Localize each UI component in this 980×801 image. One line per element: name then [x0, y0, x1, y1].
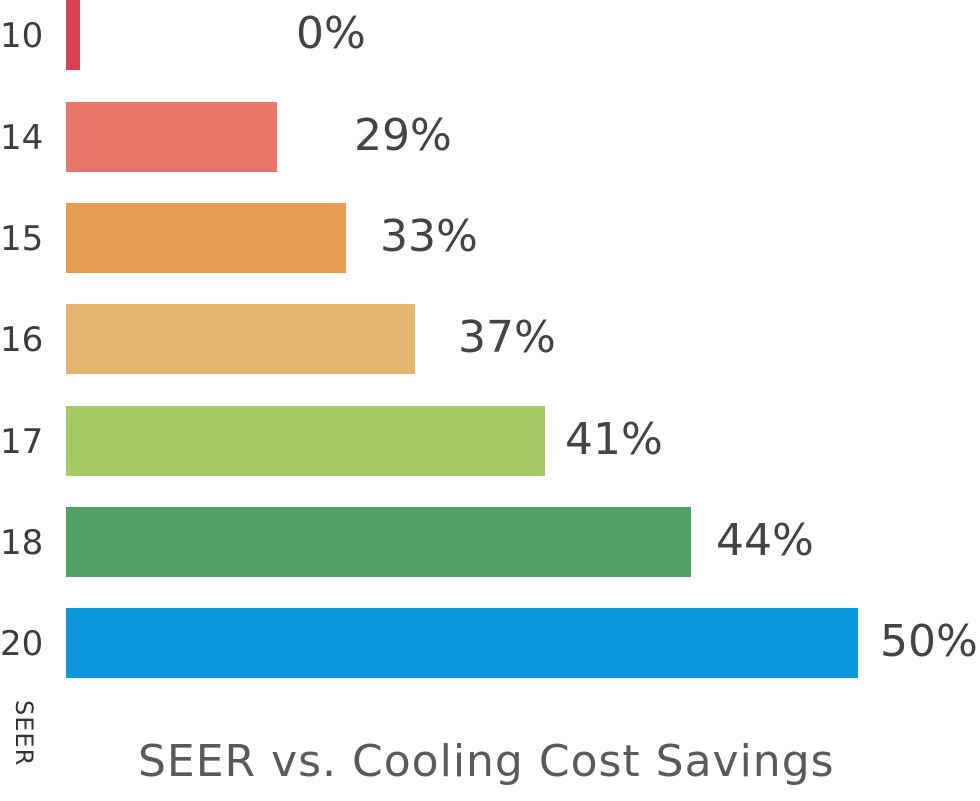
bar-seer-15 — [66, 203, 346, 273]
bar-seer-10 — [66, 0, 80, 70]
tick-label-18: 18 — [0, 523, 44, 563]
bar-seer-20 — [66, 608, 858, 678]
tick-label-16: 16 — [0, 320, 44, 360]
chart-title: SEER vs. Cooling Cost Savings — [138, 736, 835, 787]
tick-label-14: 14 — [0, 118, 44, 158]
data-label-17: 41% — [565, 414, 663, 465]
bar-seer-16 — [66, 304, 415, 374]
data-label-15: 33% — [380, 211, 478, 262]
tick-label-15: 15 — [0, 219, 44, 259]
data-label-14: 29% — [354, 110, 452, 161]
bar-seer-18 — [66, 507, 691, 577]
data-label-20: 50% — [880, 616, 978, 667]
y-axis-label: SEER — [10, 700, 38, 767]
tick-label-20: 20 — [0, 624, 44, 664]
bar-seer-14 — [66, 102, 277, 172]
bar-seer-17 — [66, 406, 545, 476]
data-label-10: 0% — [296, 8, 366, 59]
data-label-16: 37% — [458, 312, 556, 363]
tick-label-10: 10 — [0, 16, 44, 56]
data-label-18: 44% — [716, 515, 814, 566]
tick-label-17: 17 — [0, 422, 44, 462]
